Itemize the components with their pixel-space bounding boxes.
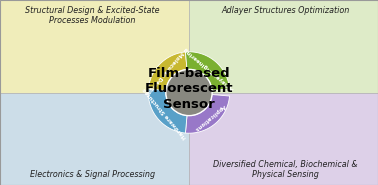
Text: Hardware Structures: Hardware Structures xyxy=(142,86,187,139)
Bar xyxy=(189,0,378,92)
Bar xyxy=(0,0,189,92)
Text: Structural Design & Excited-State
Processes Modulation: Structural Design & Excited-State Proces… xyxy=(25,6,160,25)
Ellipse shape xyxy=(166,69,212,116)
Text: Film-based
Fluorescent
Sensor: Film-based Fluorescent Sensor xyxy=(145,67,233,111)
Text: Molecular Design: Molecular Design xyxy=(145,50,184,94)
Bar xyxy=(189,92,378,185)
Text: Diversified Chemical, Biochemical &
Physical Sensing: Diversified Chemical, Biochemical & Phys… xyxy=(213,160,358,179)
Polygon shape xyxy=(186,52,229,90)
Text: Electronics & Signal Processing: Electronics & Signal Processing xyxy=(30,170,155,179)
Polygon shape xyxy=(148,52,187,96)
Polygon shape xyxy=(186,95,229,133)
Text: Adlayer Structures Optimization: Adlayer Structures Optimization xyxy=(221,6,350,15)
Polygon shape xyxy=(148,89,187,133)
Bar xyxy=(0,92,189,185)
Text: Applications: Applications xyxy=(193,102,226,131)
Text: Adlayer Engineering: Adlayer Engineering xyxy=(184,46,235,90)
